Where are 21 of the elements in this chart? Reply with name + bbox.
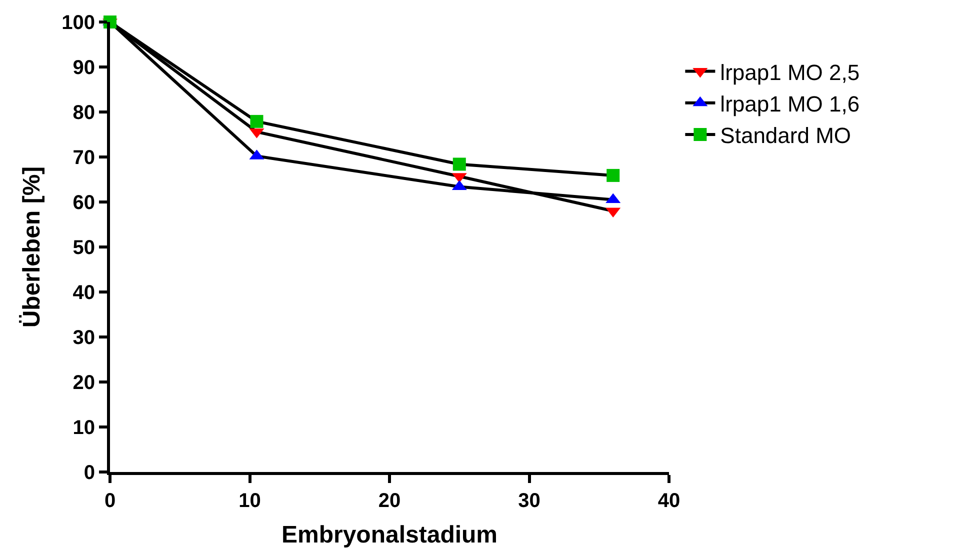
legend-label: lrpap1 MO 1,6 bbox=[720, 91, 860, 116]
legend-label: Standard MO bbox=[720, 123, 852, 148]
y-tick-label: 60 bbox=[72, 192, 95, 214]
y-tick-label: 90 bbox=[72, 57, 95, 79]
y-tick-label: 80 bbox=[72, 102, 95, 124]
x-tick-label: 10 bbox=[238, 490, 261, 512]
y-axis-title: Überleben [%] bbox=[18, 166, 46, 328]
y-tick-label: 50 bbox=[72, 237, 95, 259]
y-tick-label: 20 bbox=[72, 372, 95, 394]
x-tick-label: 40 bbox=[658, 490, 680, 512]
y-tick-label: 40 bbox=[72, 282, 95, 304]
y-tick-label: 30 bbox=[72, 327, 95, 349]
x-tick-label: 20 bbox=[378, 490, 401, 512]
legend-label: lrpap1 MO 2,5 bbox=[720, 60, 860, 85]
x-axis-title: Embryonalstadium bbox=[281, 521, 498, 548]
y-tick-label: 100 bbox=[62, 12, 95, 34]
x-tick-label: 0 bbox=[104, 490, 116, 512]
y-tick-label: 70 bbox=[72, 147, 95, 169]
y-tick-label: 0 bbox=[84, 462, 95, 484]
y-tick-label: 10 bbox=[72, 417, 95, 439]
x-tick-label: 30 bbox=[518, 490, 540, 512]
